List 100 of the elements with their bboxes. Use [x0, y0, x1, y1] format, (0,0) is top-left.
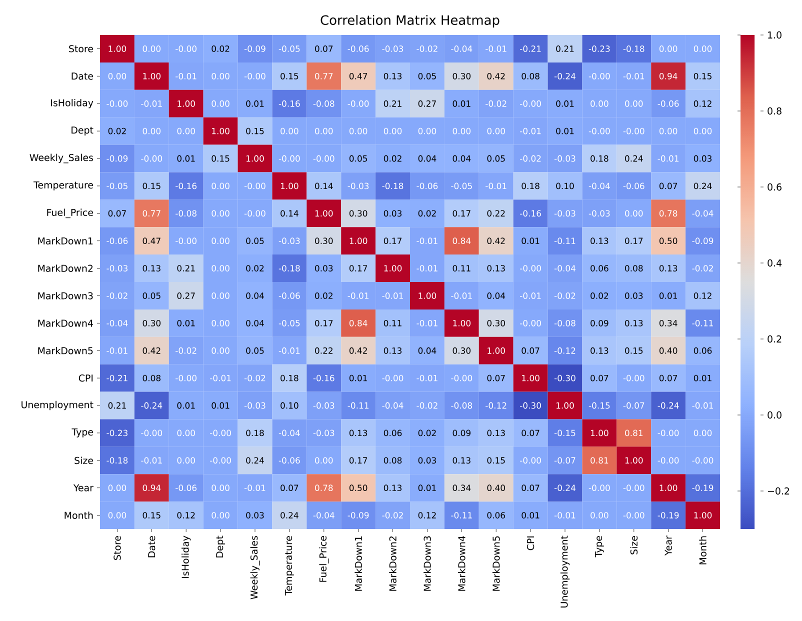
data-label: -0.12	[486, 402, 506, 409]
data-label: 0.08	[384, 457, 402, 464]
data-label: 0.47	[349, 72, 368, 80]
data-label: 0.18	[280, 374, 298, 382]
data-label: -0.00	[658, 430, 679, 436]
data-label: 0.77	[315, 72, 333, 80]
data-label: 0.02	[590, 292, 608, 299]
data-label: 0.04	[487, 292, 506, 299]
data-label: -0.03	[106, 265, 128, 272]
data-label: 0.09	[590, 320, 608, 326]
data-label: 0.00	[212, 512, 230, 518]
data-label: -0.02	[416, 402, 438, 409]
y-tick-label: Unemployment	[22, 400, 94, 410]
data-label: -0.07	[554, 457, 576, 464]
data-label: 0.00	[212, 182, 230, 190]
data-label: 0.07	[659, 182, 678, 190]
y-tick-label: MarkDown1	[38, 237, 93, 245]
data-label: -0.00	[210, 457, 231, 464]
data-label: 0.17	[349, 457, 368, 464]
x-tick-label: CPI	[526, 536, 534, 550]
data-label: -0.11	[692, 320, 713, 326]
data-label: 0.18	[246, 430, 264, 436]
data-label: -0.09	[348, 512, 369, 518]
data-label: -0.01	[176, 72, 196, 80]
data-label: 1.00	[246, 155, 264, 162]
data-label: 0.02	[418, 430, 436, 436]
data-label: -0.06	[176, 484, 197, 492]
data-label: -0.02	[520, 155, 541, 162]
data-label: 0.03	[246, 512, 264, 518]
data-label: 0.01	[522, 238, 540, 244]
data-label: -0.08	[176, 210, 196, 217]
data-label: -0.02	[382, 512, 403, 518]
data-label: 0.14	[315, 182, 333, 190]
data-label: -0.00	[588, 484, 610, 492]
x-tick-label: Temperature	[285, 536, 294, 596]
data-label: 1.00	[522, 374, 540, 382]
data-label: -0.06	[278, 457, 300, 464]
data-label: 0.06	[487, 512, 506, 518]
data-label: -0.00	[106, 100, 128, 107]
data-label: 0.05	[246, 238, 264, 244]
data-label: -0.16	[278, 100, 300, 107]
data-label: 0.15	[212, 155, 230, 162]
data-label: -0.06	[278, 292, 300, 299]
data-label: 0.17	[452, 210, 470, 217]
data-label: 0.00	[212, 292, 230, 299]
data-label: -0.03	[313, 430, 334, 436]
data-label: 0.21	[384, 100, 402, 107]
data-label: 0.08	[625, 265, 643, 272]
data-label: 0.07	[522, 484, 540, 492]
data-label: 0.05	[246, 347, 264, 354]
data-label: 0.00	[315, 128, 333, 134]
data-label: -0.06	[106, 238, 128, 244]
data-label: 0.00	[418, 128, 436, 134]
data-label: 0.07	[280, 484, 298, 492]
data-label: 0.08	[142, 374, 161, 382]
data-label: -0.00	[176, 374, 197, 382]
data-label: -0.04	[106, 320, 128, 326]
data-label: -0.02	[554, 292, 576, 299]
color-bar-label: 0.0	[768, 411, 782, 419]
data-label: -0.00	[520, 457, 541, 464]
data-label: -0.00	[244, 182, 266, 190]
data-label: -0.00	[520, 100, 541, 107]
data-label: 0.00	[625, 210, 643, 217]
data-label: 0.00	[177, 430, 195, 436]
data-label: 0.12	[694, 292, 712, 299]
data-label: 0.24	[246, 457, 264, 464]
data-label: 1.00	[590, 430, 608, 436]
data-label: -0.01	[520, 292, 541, 299]
data-label: 0.03	[384, 210, 402, 217]
x-tick-label: MarkDown5	[492, 536, 500, 591]
data-label: 0.01	[556, 128, 574, 134]
data-label: 0.10	[280, 402, 298, 409]
x-tick-label: Dept	[216, 536, 225, 558]
data-label: 0.05	[487, 155, 505, 162]
data-label: 0.27	[418, 100, 436, 107]
data-label: -0.21	[520, 46, 541, 52]
x-tick-label: MarkDown4	[458, 536, 466, 591]
data-label: -0.00	[176, 238, 197, 244]
data-label: 0.04	[418, 155, 436, 162]
data-label: 0.21	[108, 402, 126, 409]
y-tick-label: Month	[64, 512, 93, 519]
data-label: 1.00	[660, 484, 678, 492]
y-tick-label: Date	[72, 72, 93, 80]
data-label: -0.01	[244, 484, 266, 492]
data-label: 0.24	[694, 182, 712, 190]
y-tick-label: Dept	[72, 126, 94, 136]
data-label: 1.00	[315, 210, 333, 217]
data-label: -0.11	[451, 512, 472, 518]
data-label: 0.00	[212, 265, 230, 272]
y-tick-label: MarkDown4	[38, 320, 93, 327]
data-label: -0.04	[382, 402, 404, 409]
data-label: -0.03	[244, 402, 266, 409]
data-label: -0.12	[554, 347, 576, 354]
data-label: 0.22	[315, 347, 332, 354]
data-label: 0.17	[349, 265, 368, 272]
data-label: -0.01	[554, 512, 576, 518]
data-label: 0.00	[280, 128, 298, 134]
data-label: 1.00	[625, 457, 643, 464]
data-label: -0.00	[382, 374, 404, 382]
data-label: 0.13	[487, 430, 505, 436]
